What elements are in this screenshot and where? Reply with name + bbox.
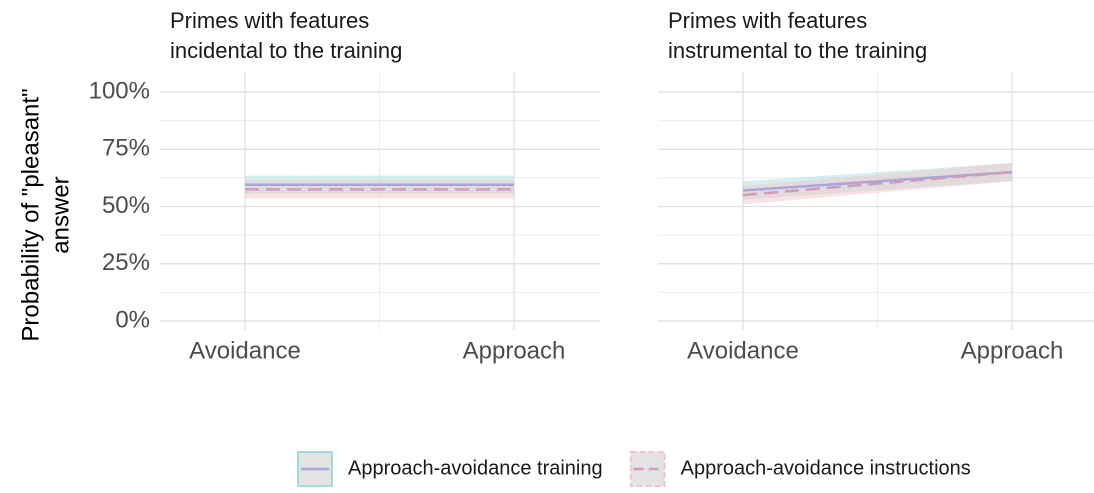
y-tick-label: 0%: [115, 306, 150, 333]
panel-title: Primes with features: [170, 8, 369, 33]
line: [742, 170, 1013, 197]
line: [742, 170, 1013, 192]
y-tick-label: 75%: [102, 135, 150, 162]
x-tick-label: Avoidance: [687, 337, 799, 364]
y-axis-label: Probability of "pleasant": [17, 88, 44, 341]
panel-title: incidental to the training: [170, 38, 402, 63]
y-axis-label: answer: [47, 176, 74, 253]
legend-label: Approach-avoidance instructions: [681, 457, 971, 479]
y-tick-label: 25%: [102, 249, 150, 276]
x-tick-label: Approach: [463, 337, 566, 364]
y-tick-label: 100%: [89, 77, 150, 104]
panel-title: Primes with features: [668, 8, 867, 33]
panel-title: instrumental to the training: [668, 38, 927, 63]
y-tick-label: 50%: [102, 192, 150, 219]
x-tick-label: Approach: [961, 337, 1064, 364]
x-tick-label: Avoidance: [189, 337, 301, 364]
legend-label: Approach-avoidance training: [348, 457, 603, 479]
